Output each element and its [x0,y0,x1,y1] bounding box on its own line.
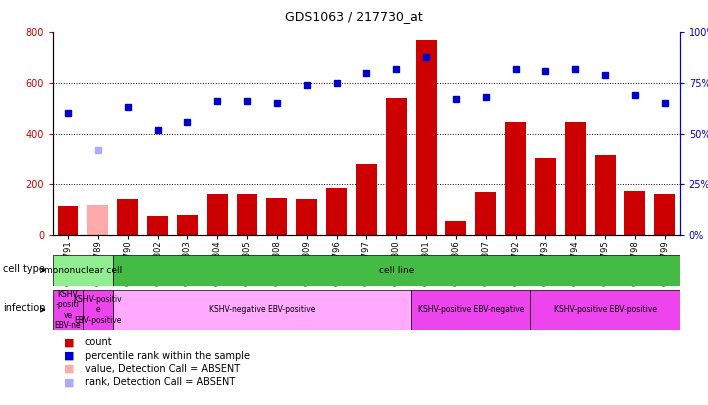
Bar [445,221,467,235]
Text: ■: ■ [64,337,74,347]
Bar [356,164,377,235]
Text: rank, Detection Call = ABSENT: rank, Detection Call = ABSENT [85,377,235,387]
Bar [595,155,615,235]
Text: ■: ■ [64,364,74,374]
Bar [236,194,258,235]
Bar [416,40,437,235]
Bar [83,290,113,330]
Text: KSHV
-positi
ve
EBV-ne: KSHV -positi ve EBV-ne [55,290,81,330]
Text: GDS1063 / 217730_at: GDS1063 / 217730_at [285,10,423,23]
Text: mononuclear cell: mononuclear cell [44,266,122,275]
Text: value, Detection Call = ABSENT: value, Detection Call = ABSENT [85,364,240,374]
Bar [118,200,138,235]
Bar [113,290,411,330]
Bar [57,206,79,235]
Bar [535,158,556,235]
Bar [475,192,496,235]
Bar [87,205,108,235]
Text: ■: ■ [64,377,74,387]
Text: cell type: cell type [3,264,45,274]
Bar [177,215,198,235]
Text: percentile rank within the sample: percentile rank within the sample [85,351,250,360]
Text: ■: ■ [64,351,74,360]
Bar [505,122,526,235]
Text: cell line: cell line [379,266,414,275]
Bar [386,98,406,235]
Bar [207,194,228,235]
Bar [530,290,680,330]
Bar [147,216,168,235]
Bar [53,290,83,330]
Text: KSHV-positiv
e
EBV-positive: KSHV-positiv e EBV-positive [74,295,122,325]
Bar [411,290,530,330]
Text: KSHV-negative EBV-positive: KSHV-negative EBV-positive [209,305,315,314]
Text: infection: infection [3,303,45,313]
Text: KSHV-positive EBV-positive: KSHV-positive EBV-positive [554,305,656,314]
Text: count: count [85,337,113,347]
Bar [326,188,347,235]
Text: KSHV-positive EBV-negative: KSHV-positive EBV-negative [418,305,524,314]
Bar [654,194,675,235]
Bar [565,122,586,235]
Bar [296,200,317,235]
Bar [53,255,113,286]
Bar [624,191,646,235]
Bar [266,198,287,235]
